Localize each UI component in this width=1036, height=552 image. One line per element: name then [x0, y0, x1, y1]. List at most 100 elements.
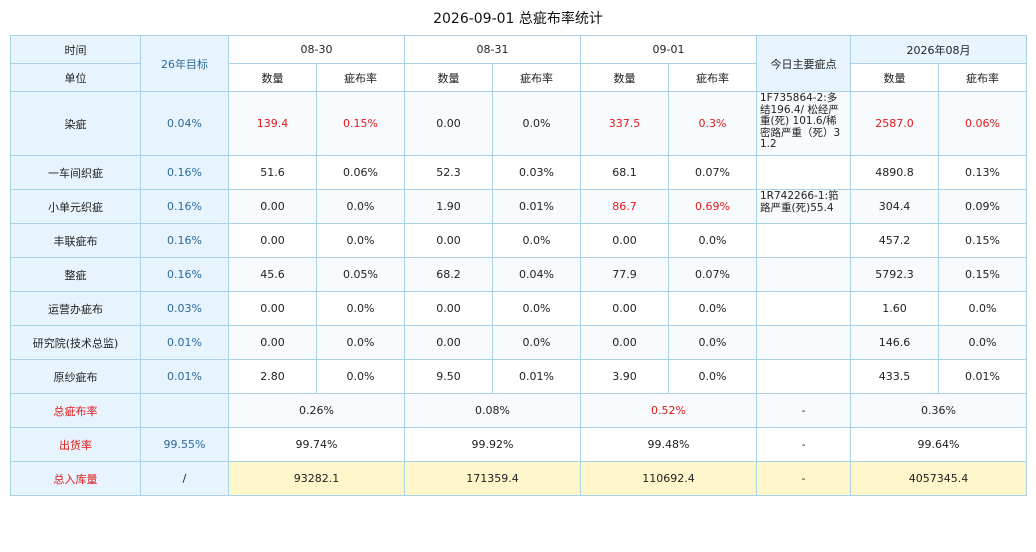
target-cell: 0.03% — [140, 291, 229, 326]
summary-cell: 171359.4 — [404, 461, 581, 496]
qty-cell: 2.80 — [228, 359, 317, 394]
qty-cell: 0.00 — [228, 189, 317, 224]
target-cell: 0.16% — [140, 189, 229, 224]
rate-cell: 0.0% — [668, 223, 757, 258]
rate-cell: 0.0% — [316, 223, 405, 258]
unit-cell: 染疵 — [10, 91, 141, 156]
defect-note-cell — [756, 155, 851, 190]
unit-cell: 一车间织疵 — [10, 155, 141, 190]
qty-cell: 0.00 — [580, 291, 669, 326]
summary-label: 出货率 — [10, 427, 141, 462]
defect-note-cell — [756, 325, 851, 360]
rate-header: 疵布率 — [668, 63, 757, 92]
qty-cell: 0.00 — [228, 325, 317, 360]
summary-cell: 99.74% — [228, 427, 405, 462]
rate-cell: 0.01% — [492, 189, 581, 224]
month-rate-cell: 0.0% — [938, 325, 1027, 360]
rate-cell: 0.69% — [668, 189, 757, 224]
target-cell: 0.16% — [140, 155, 229, 190]
qty-cell: 9.50 — [404, 359, 493, 394]
month-qty-cell: 304.4 — [850, 189, 939, 224]
qty-cell: 0.00 — [580, 223, 669, 258]
rate-cell: 0.01% — [492, 359, 581, 394]
month-qty-cell: 1.60 — [850, 291, 939, 326]
rate-cell: 0.0% — [492, 325, 581, 360]
qty-cell: 0.00 — [228, 291, 317, 326]
unit-cell: 整疵 — [10, 257, 141, 292]
page-title: 2026-09-01 总疵布率统计 — [433, 11, 603, 27]
summary-note-cell: - — [756, 427, 851, 462]
month-rate-cell: 0.15% — [938, 223, 1027, 258]
main-defects-header: 今日主要疵点 — [756, 35, 851, 92]
summary-month-cell: 4057345.4 — [850, 461, 1027, 496]
rate-cell: 0.0% — [668, 291, 757, 326]
total-inbound-row: 总入库量 / 93282.1 171359.4 110692.4 - 40573… — [10, 461, 1027, 496]
month-rate-cell: 0.0% — [938, 291, 1027, 326]
month-qty-cell: 457.2 — [850, 223, 939, 258]
summary-label: 总入库量 — [10, 461, 141, 496]
unit-cell: 研究院(技术总监) — [10, 325, 141, 360]
month-rate-cell: 0.13% — [938, 155, 1027, 190]
rate-cell: 0.0% — [668, 359, 757, 394]
qty-header: 数量 — [850, 63, 939, 92]
table-row: 原纱疵布 0.01% 2.80 0.0% 9.50 0.01% 3.90 0.0… — [10, 359, 1027, 394]
summary-cell: 99.48% — [580, 427, 757, 462]
rate-cell: 0.05% — [316, 257, 405, 292]
table-row: 整疵 0.16% 45.6 0.05% 68.2 0.04% 77.9 0.07… — [10, 257, 1027, 292]
month-rate-cell: 0.06% — [938, 91, 1027, 156]
unit-cell: 丰联疵布 — [10, 223, 141, 258]
table-row: 运营办疵布 0.03% 0.00 0.0% 0.00 0.0% 0.00 0.0… — [10, 291, 1027, 326]
defect-note-cell — [756, 257, 851, 292]
unit-cell: 原纱疵布 — [10, 359, 141, 394]
rate-cell: 0.04% — [492, 257, 581, 292]
rate-cell: 0.0% — [492, 223, 581, 258]
unit-cell: 小单元织疵 — [10, 189, 141, 224]
rate-cell: 0.3% — [668, 91, 757, 156]
defect-note-cell — [756, 359, 851, 394]
month-rate-cell: 0.15% — [938, 257, 1027, 292]
qty-cell: 139.4 — [228, 91, 317, 156]
defect-note-cell — [756, 291, 851, 326]
qty-cell: 77.9 — [580, 257, 669, 292]
summary-cell: 110692.4 — [580, 461, 757, 496]
defect-rate-table: 时间 26年目标 08-30 08-31 09-01 今日主要疵点 2026年0… — [10, 35, 1027, 496]
qty-header: 数量 — [228, 63, 317, 92]
target-cell: 0.01% — [140, 359, 229, 394]
qty-cell: 0.00 — [404, 325, 493, 360]
summary-note-cell: - — [756, 461, 851, 496]
total-defect-rate-row: 总疵布率 0.26% 0.08% 0.52% - 0.36% — [10, 393, 1027, 428]
date-header: 08-31 — [404, 35, 581, 64]
qty-cell: 51.6 — [228, 155, 317, 190]
target-cell: 0.16% — [140, 223, 229, 258]
qty-cell: 3.90 — [580, 359, 669, 394]
unit-header: 单位 — [10, 63, 141, 92]
qty-cell: 0.00 — [404, 223, 493, 258]
date-header: 09-01 — [580, 35, 757, 64]
month-header: 2026年08月 — [850, 35, 1027, 64]
target-cell — [140, 393, 229, 428]
rate-cell: 0.0% — [316, 359, 405, 394]
month-qty-cell: 2587.0 — [850, 91, 939, 156]
summary-cell: 99.92% — [404, 427, 581, 462]
rate-cell: 0.03% — [492, 155, 581, 190]
shipment-rate-row: 出货率 99.55% 99.74% 99.92% 99.48% - 99.64% — [10, 427, 1027, 462]
target-cell: 0.04% — [140, 91, 229, 156]
qty-cell: 0.00 — [228, 223, 317, 258]
qty-cell: 86.7 — [580, 189, 669, 224]
defect-note-cell: 1F735864-2:多结196.4/ 松经严重(死) 101.6/稀密路严重（… — [756, 91, 851, 156]
table-row: 研究院(技术总监) 0.01% 0.00 0.0% 0.00 0.0% 0.00… — [10, 325, 1027, 360]
target-cell: / — [140, 461, 229, 496]
qty-cell: 68.1 — [580, 155, 669, 190]
target-cell: 0.01% — [140, 325, 229, 360]
defect-note-cell — [756, 223, 851, 258]
qty-cell: 337.5 — [580, 91, 669, 156]
qty-header: 数量 — [404, 63, 493, 92]
rate-cell: 0.06% — [316, 155, 405, 190]
target-cell: 0.16% — [140, 257, 229, 292]
defect-note-cell: 1R742266-1:筘路严重(死)55.4 — [756, 189, 851, 224]
rate-header: 疵布率 — [938, 63, 1027, 92]
table-row: 丰联疵布 0.16% 0.00 0.0% 0.00 0.0% 0.00 0.0%… — [10, 223, 1027, 258]
table-row: 小单元织疵 0.16% 0.00 0.0% 1.90 0.01% 86.7 0.… — [10, 189, 1027, 224]
month-qty-cell: 433.5 — [850, 359, 939, 394]
qty-cell: 68.2 — [404, 257, 493, 292]
